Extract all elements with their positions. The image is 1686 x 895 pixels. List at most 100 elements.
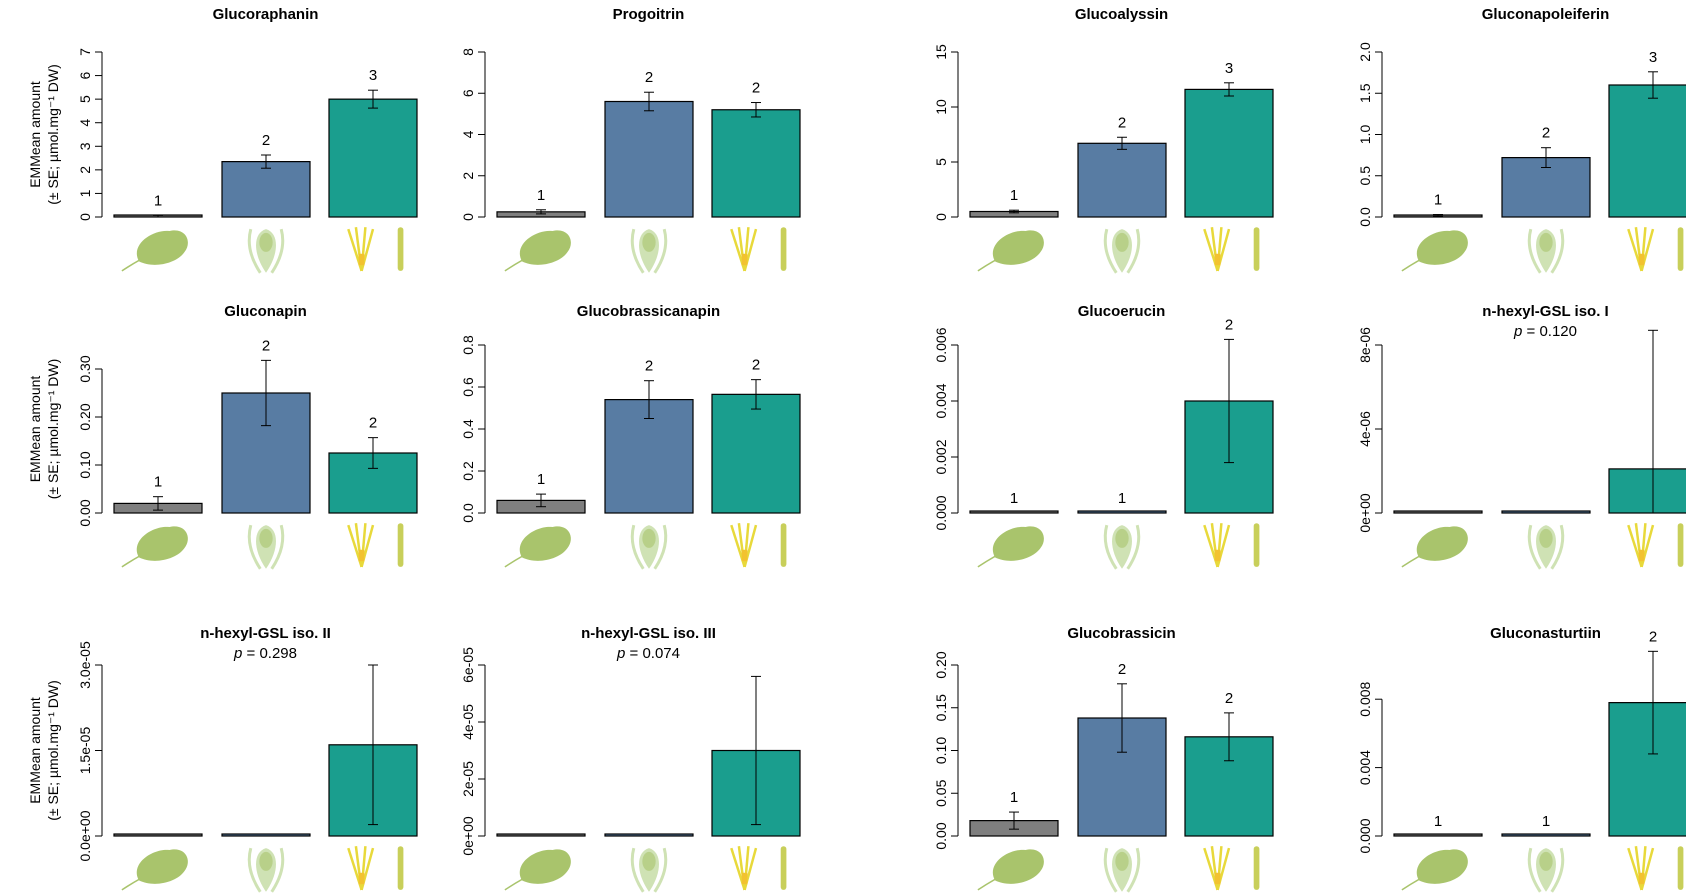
petal-left — [1527, 524, 1542, 570]
bar-petal — [1501, 510, 1591, 514]
stamen-anther — [1214, 872, 1221, 885]
stamen-anther — [358, 549, 365, 562]
significance-letter: 2 — [369, 415, 377, 432]
pistil — [780, 523, 787, 567]
chart-panel: Progoitrin 0 2 4 6 8 1 2 2 — [460, 6, 801, 274]
petal-icon — [1527, 847, 1565, 893]
stamen-filament — [743, 228, 758, 272]
significance-letter: 2 — [752, 80, 760, 97]
stamen-filament — [1216, 847, 1231, 891]
stamen-anther — [741, 549, 748, 562]
bar-petal — [1077, 142, 1167, 218]
bar-leaf — [496, 833, 586, 837]
stamen-anther — [1214, 253, 1221, 266]
stamen-anther — [358, 872, 365, 885]
significance-letter: 2 — [645, 69, 653, 86]
significance-letter: 1 — [1542, 813, 1550, 830]
y-tick-label: 0.15 — [933, 694, 949, 721]
y-tick-label: 2.0 — [1357, 42, 1373, 62]
petal-right — [1550, 847, 1565, 893]
significance-letter: 1 — [154, 192, 162, 209]
pistil — [1253, 227, 1260, 271]
y-tick-label: 0.10 — [933, 737, 949, 764]
pistil — [1253, 523, 1260, 567]
petal-right — [1550, 228, 1565, 274]
pistil — [1677, 846, 1684, 890]
petal-center — [642, 232, 656, 252]
significance-letter: 1 — [1434, 813, 1442, 830]
chart-title: n-hexyl-GSL iso. III — [581, 625, 716, 642]
pistil — [1677, 523, 1684, 567]
chart-title: Progoitrin — [613, 6, 685, 23]
significance-letter: 3 — [1649, 49, 1657, 66]
y-tick-label: 0.000 — [1357, 818, 1373, 853]
significance-letter: 2 — [1649, 628, 1657, 645]
stamen-pistil-icon — [1627, 846, 1684, 891]
y-tick-label: 0 — [460, 213, 476, 221]
petal-left — [630, 228, 645, 274]
pistil — [397, 523, 404, 567]
significance-letter: 1 — [154, 474, 162, 491]
y-tick-label: 1.5 — [1357, 83, 1373, 103]
stamen-anther — [358, 253, 365, 266]
y-tick-label: 10 — [933, 99, 949, 115]
significance-letter: 1 — [1118, 490, 1126, 507]
petal-right — [653, 228, 668, 274]
pistil — [397, 227, 404, 271]
chart-title: n-hexyl-GSL iso. I — [1482, 303, 1608, 320]
petal-center — [1115, 232, 1129, 252]
leaf-icon — [977, 849, 1044, 891]
y-tick-label: 5 — [77, 95, 93, 103]
petal-icon — [247, 228, 285, 274]
p-value-label: p = 0.074 — [616, 645, 680, 662]
leaf-icon — [1401, 230, 1468, 272]
chart-panel: Glucobrassicin 0.00 0.05 0.10 0.15 0.20 1 2 2 — [933, 625, 1274, 893]
y-tick-label: 0.05 — [933, 779, 949, 806]
p-value-label: p = 0.120 — [1513, 323, 1577, 340]
y-tick-label: 0.10 — [77, 451, 93, 478]
chart-panel: Gluconapin 0.00 0.10 0.20 0.30 1 2 2 — [77, 303, 418, 570]
bar-leaf — [969, 510, 1059, 514]
y-axis-label-units: (± SE; µmol.mg⁻¹ DW) — [45, 680, 61, 821]
petal-center — [1539, 232, 1553, 252]
y-tick-label: 8e-06 — [1357, 327, 1373, 363]
significance-letter: 2 — [752, 357, 760, 374]
stamen-pistil-icon — [1203, 227, 1260, 272]
significance-letter: 2 — [262, 337, 270, 354]
stamen-filament — [1640, 847, 1655, 891]
petal-right — [653, 847, 668, 893]
y-tick-label: 0.8 — [460, 335, 476, 355]
significance-letter: 1 — [1434, 192, 1442, 209]
y-tick-label: 4e-05 — [460, 704, 476, 740]
bar-petal — [221, 833, 311, 837]
petal-icon — [630, 847, 668, 893]
y-tick-label: 5 — [933, 158, 949, 166]
stamen-filament — [360, 847, 375, 891]
y-tick-label: 0.2 — [460, 461, 476, 481]
significance-letter: 2 — [1542, 125, 1550, 142]
petal-left — [247, 524, 262, 570]
y-tick-label: 4 — [77, 119, 93, 127]
petal-left — [1103, 228, 1118, 274]
chart-panel: n-hexyl-GSL iso. II p = 0.298 0.0e+00 1.5e-… — [77, 625, 418, 893]
chart-title: Gluconapoleiferin — [1482, 6, 1610, 23]
y-tick-label: 0.0 — [1357, 207, 1373, 227]
y-tick-label: 0.0e+00 — [77, 810, 93, 861]
y-tick-label: 4e-06 — [1357, 411, 1373, 447]
p-value-label: p = 0.298 — [233, 645, 297, 662]
petal-center — [259, 528, 273, 548]
chart-panel: n-hexyl-GSL iso. I p = 0.120 0e+00 4e-06 8e-… — [1357, 303, 1686, 570]
leaf-blade — [992, 849, 1044, 884]
petal-left — [1527, 847, 1542, 893]
stamen-filament — [360, 228, 375, 272]
significance-letter: 1 — [537, 471, 545, 488]
leaf-blade — [136, 849, 188, 884]
y-axis-label: EMMean amount — [27, 81, 43, 188]
significance-letter: 3 — [369, 67, 377, 84]
chart-title: Glucoalyssin — [1075, 6, 1168, 23]
leaf-blade — [992, 230, 1044, 265]
chart-panel: Glucoerucin 0.000 0.002 0.004 0.006 1 1 2 — [933, 303, 1274, 570]
y-axis-label: EMMean amount — [27, 376, 43, 483]
y-tick-label: 6e-05 — [460, 647, 476, 683]
